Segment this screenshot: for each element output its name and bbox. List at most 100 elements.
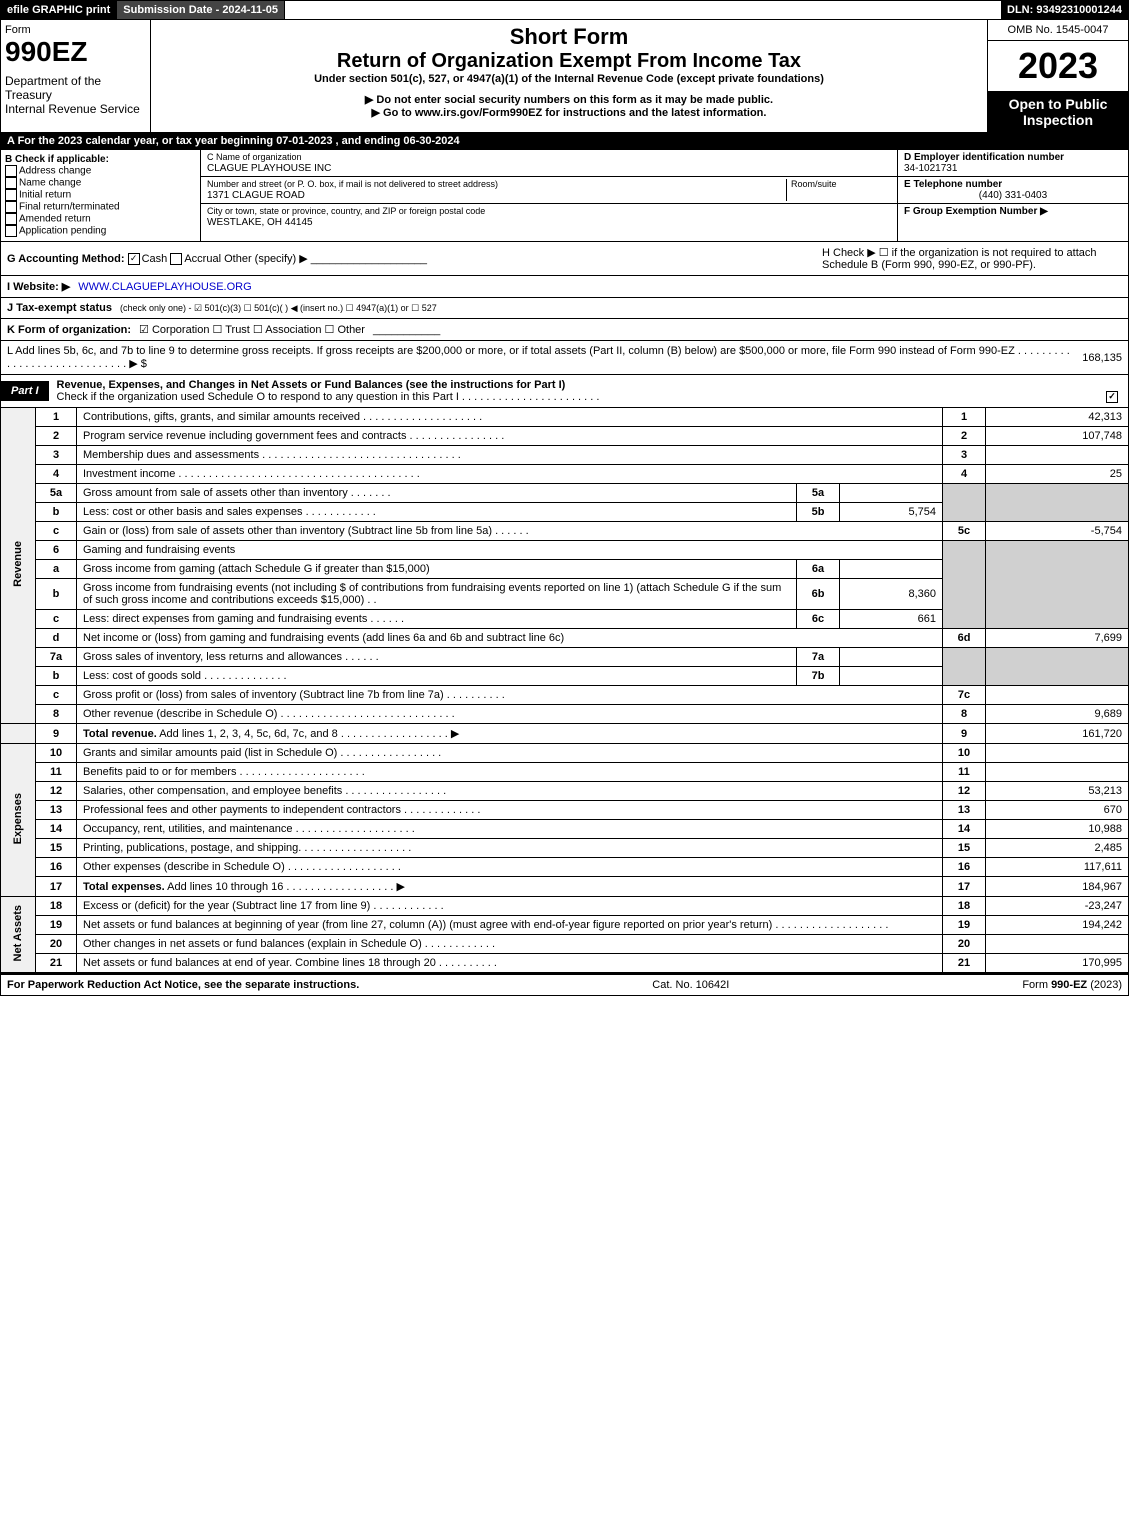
page-footer: For Paperwork Reduction Act Notice, see … (0, 973, 1129, 996)
line-2-num: 2 (36, 427, 77, 446)
chk-cash[interactable] (128, 253, 140, 265)
dln-label: DLN: 93492310001244 (1001, 1, 1128, 19)
line-12-num: 12 (36, 782, 77, 801)
line-6a-midval (840, 560, 943, 579)
line-13-desc: Professional fees and other payments to … (77, 801, 943, 820)
line-15-val: 2,485 (986, 839, 1129, 858)
lbl-application-pending: Application pending (19, 226, 106, 237)
section-bcdef: B Check if applicable: Address change Na… (0, 150, 1129, 242)
chk-final-return[interactable] (5, 201, 17, 213)
line-20-num: 20 (36, 935, 77, 954)
lbl-final-return: Final return/terminated (19, 202, 120, 213)
line-4-desc: Investment income . . . . . . . . . . . … (77, 465, 943, 484)
line-7c-val (986, 686, 1129, 705)
line-9-ref: 9 (943, 724, 986, 744)
line-5c-ref: 5c (943, 522, 986, 541)
section-net-assets: Net Assets (1, 897, 36, 973)
c-room-label: Room/suite (791, 179, 837, 189)
c-street-label: Number and street (or P. O. box, if mail… (207, 179, 498, 189)
line-11-ref: 11 (943, 763, 986, 782)
line-20-desc: Other changes in net assets or fund bala… (77, 935, 943, 954)
line-8-val: 9,689 (986, 705, 1129, 724)
section-expenses: Expenses (1, 744, 36, 897)
line-5ab-ref-gray (943, 484, 986, 522)
line-a-tax-year: A For the 2023 calendar year, or tax yea… (0, 133, 1129, 150)
line-9-num: 9 (36, 724, 77, 744)
l-text: L Add lines 5b, 6c, and 7b to line 9 to … (7, 345, 1074, 370)
lbl-name-change: Name change (19, 178, 81, 189)
chk-schedule-o[interactable] (1106, 391, 1118, 403)
line-3-val (986, 446, 1129, 465)
chk-accrual[interactable] (170, 253, 182, 265)
k-label: K Form of organization: (7, 324, 131, 336)
chk-name-change[interactable] (5, 177, 17, 189)
line-7b-desc: Less: cost of goods sold . . . . . . . .… (77, 667, 797, 686)
line-6b-midval: 8,360 (840, 579, 943, 610)
line-10-num: 10 (36, 744, 77, 763)
line-6-ref-gray (943, 541, 986, 629)
efile-print-button[interactable]: efile GRAPHIC print (1, 1, 117, 19)
line-21-val: 170,995 (986, 954, 1129, 973)
line-20-val (986, 935, 1129, 954)
line-3-desc: Membership dues and assessments . . . . … (77, 446, 943, 465)
k-text: ☑ Corporation ☐ Trust ☐ Association ☐ Ot… (139, 323, 365, 336)
chk-initial-return[interactable] (5, 189, 17, 201)
line-6b-num: b (36, 579, 77, 610)
line-7a-midval (840, 648, 943, 667)
line-2-ref: 2 (943, 427, 986, 446)
title-return: Return of Organization Exempt From Incom… (155, 50, 983, 73)
line-12-desc: Salaries, other compensation, and employ… (77, 782, 943, 801)
line-8-desc: Other revenue (describe in Schedule O) .… (77, 705, 943, 724)
line-5ab-val-gray (986, 484, 1129, 522)
header-center: Short Form Return of Organization Exempt… (151, 20, 988, 132)
website-link[interactable]: WWW.CLAGUEPLAYHOUSE.ORG (78, 281, 251, 293)
dept-treasury: Department of the Treasury Internal Reve… (5, 74, 146, 116)
line-4-val: 25 (986, 465, 1129, 484)
line-14-ref: 14 (943, 820, 986, 839)
chk-address-change[interactable] (5, 165, 17, 177)
line-18-desc: Excess or (deficit) for the year (Subtra… (77, 897, 943, 916)
lbl-cash: Cash (142, 253, 168, 265)
line-5b-midval: 5,754 (840, 503, 943, 522)
line-6d-desc: Net income or (loss) from gaming and fun… (77, 629, 943, 648)
line-17-ref: 17 (943, 877, 986, 897)
i-label: I Website: ▶ (7, 280, 70, 293)
omb-number: OMB No. 1545-0047 (988, 20, 1128, 41)
line-17-num: 17 (36, 877, 77, 897)
line-17-val: 184,967 (986, 877, 1129, 897)
line-14-val: 10,988 (986, 820, 1129, 839)
d-label: D Employer identification number (904, 152, 1064, 163)
telephone-value: (440) 331-0403 (904, 190, 1122, 201)
ein-value: 34-1021731 (904, 163, 957, 174)
line-11-val (986, 763, 1129, 782)
row-gh: G Accounting Method: Cash Accrual Other … (0, 242, 1129, 276)
org-street: 1371 CLAGUE ROAD (207, 190, 305, 201)
line-12-ref: 12 (943, 782, 986, 801)
line-18-val: -23,247 (986, 897, 1129, 916)
line-8-ref: 8 (943, 705, 986, 724)
line-6c-num: c (36, 610, 77, 629)
line-7ab-val-gray (986, 648, 1129, 686)
topbar-spacer (285, 1, 1001, 19)
line-5a-num: 5a (36, 484, 77, 503)
line-14-desc: Occupancy, rent, utilities, and maintena… (77, 820, 943, 839)
line-12-val: 53,213 (986, 782, 1129, 801)
line-5c-num: c (36, 522, 77, 541)
chk-application-pending[interactable] (5, 225, 17, 237)
line-16-ref: 16 (943, 858, 986, 877)
line-15-ref: 15 (943, 839, 986, 858)
section-revenue-end (1, 724, 36, 744)
row-j-tax-exempt: J Tax-exempt status (check only one) - ☑… (0, 298, 1129, 319)
row-i-website: I Website: ▶ WWW.CLAGUEPLAYHOUSE.ORG (0, 276, 1129, 298)
chk-amended-return[interactable] (5, 213, 17, 225)
line-5b-desc: Less: cost or other basis and sales expe… (77, 503, 797, 522)
line-1-desc: Contributions, gifts, grants, and simila… (77, 408, 943, 427)
line-7b-midval (840, 667, 943, 686)
row-l-gross-receipts: L Add lines 5b, 6c, and 7b to line 9 to … (0, 341, 1129, 375)
col-b-check-applicable: B Check if applicable: Address change Na… (1, 150, 201, 241)
line-5a-midval (840, 484, 943, 503)
goto-link[interactable]: ▶ Go to www.irs.gov/Form990EZ for instru… (155, 106, 983, 119)
c-name-label: C Name of organization (207, 152, 302, 162)
section-revenue: Revenue (1, 408, 36, 724)
org-city: WESTLAKE, OH 44145 (207, 217, 313, 228)
